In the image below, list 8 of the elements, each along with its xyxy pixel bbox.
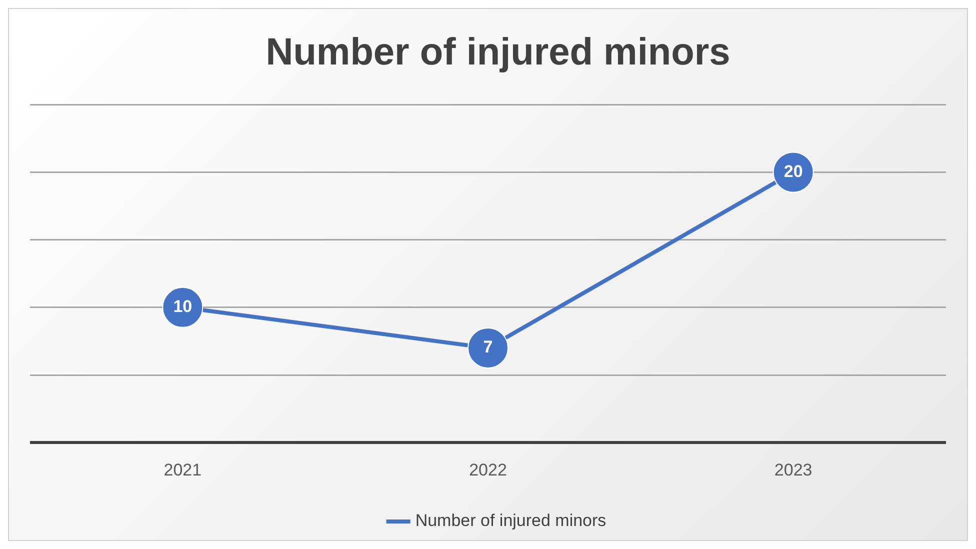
data-label: 10: [173, 297, 192, 316]
x-tick-label: 2021: [164, 460, 202, 480]
x-tick-label: 2023: [774, 460, 812, 480]
legend-label: Number of injured minors: [415, 511, 606, 530]
x-tick-label: 2022: [469, 460, 507, 480]
chart-title: Number of injured minors: [266, 31, 730, 74]
data-label: 20: [784, 162, 803, 181]
data-label: 7: [483, 338, 493, 357]
